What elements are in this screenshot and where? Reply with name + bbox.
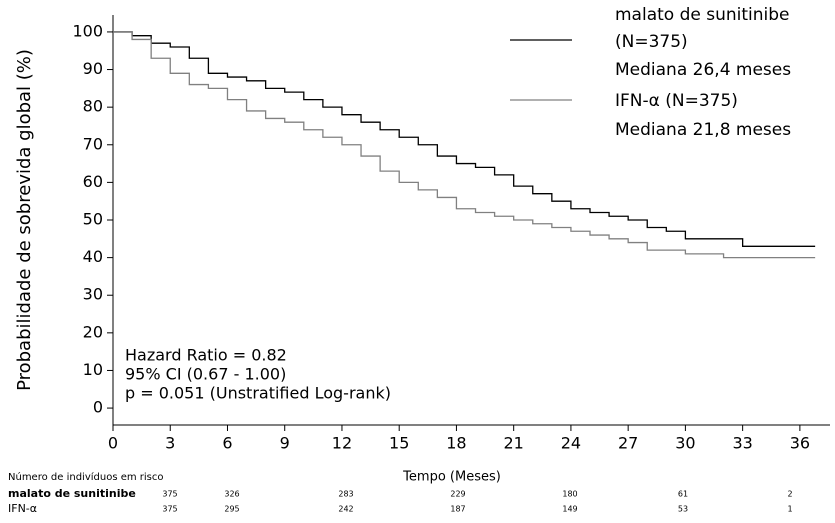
x-tick-label: 15 [389,434,409,453]
risk-count: 187 [450,505,465,514]
y-axis-label: Probabilidade de sobrevida global (%) [14,49,35,391]
legend-label: malato de sunitinibe (N=375) [615,5,790,52]
y-tick-label: 50 [83,210,103,229]
x-tick-label: 3 [165,434,175,453]
risk-count: 242 [338,505,353,514]
risk-row-name: malato de sunitinibe [8,487,136,500]
risk-count: 2 [787,490,792,499]
risk-count: 375 [162,490,177,499]
risk-count: 180 [562,490,577,499]
y-tick-label: 20 [83,322,103,341]
x-tick-label: 27 [618,434,638,453]
legend-label: IFN-α (N=375) [615,91,738,111]
x-tick-label: 30 [675,434,695,453]
risk-count: 283 [338,490,353,499]
risk-count: 229 [450,490,465,499]
y-tick-label: 60 [83,172,103,191]
annotation: Hazard Ratio = 0.82 [125,346,287,365]
median-label: Mediana 26,4 meses [615,60,792,80]
x-tick-label: 12 [332,434,352,453]
risk-row-name: IFN-α [8,502,37,515]
x-tick-label: 33 [732,434,752,453]
x-tick-label: 0 [108,434,118,453]
x-tick-label: 24 [561,434,581,453]
risk-count: 53 [678,505,688,514]
survival-curve [113,31,816,259]
median-label: Mediana 21,8 meses [615,120,792,140]
x-tick-label: 18 [446,434,466,453]
risk-count: 1 [787,505,792,514]
risk-count: 149 [562,505,577,514]
y-tick-label: 40 [83,247,103,266]
y-tick-label: 30 [83,285,103,304]
y-tick-label: 70 [83,134,103,153]
y-tick-label: 10 [83,360,103,379]
risk-count: 326 [224,490,239,499]
risk-count: 295 [224,505,239,514]
y-tick-label: 90 [83,59,103,78]
x-axis-label: Tempo (Meses) [402,470,501,485]
y-tick-label: 100 [72,21,103,40]
annotation: p = 0.051 (Unstratified Log-rank) [125,384,391,403]
x-tick-label: 36 [790,434,810,453]
y-tick-label: 80 [83,97,103,116]
risk-count: 61 [678,490,688,499]
annotation: 95% CI (0.67 - 1.00) [125,365,286,384]
y-tick-label: 0 [93,398,103,417]
x-tick-label: 9 [280,434,290,453]
survival-curve [113,31,816,247]
risk-count: 375 [162,505,177,514]
x-tick-label: 21 [504,434,524,453]
x-tick-label: 6 [222,434,232,453]
risk-table-title: Número de indivíduos em risco [8,471,164,483]
